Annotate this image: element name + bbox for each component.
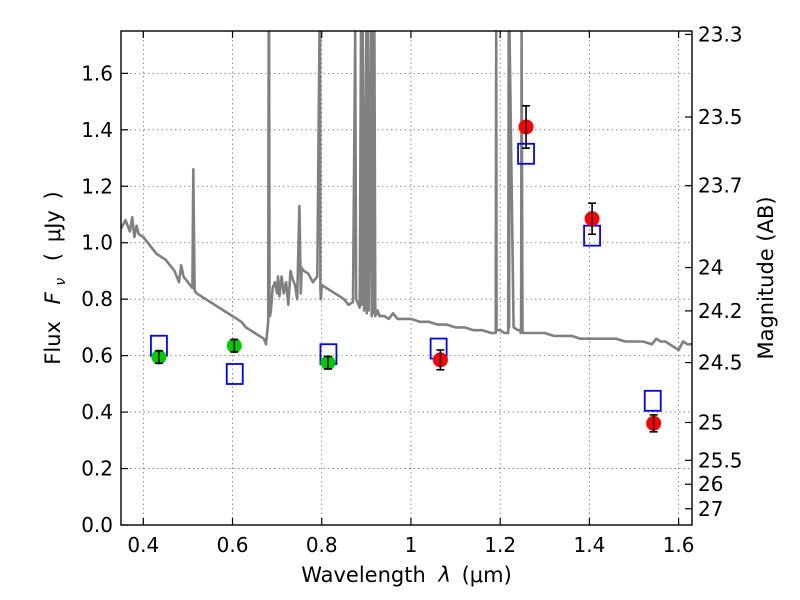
y-axis-label-symbol: F — [41, 291, 65, 304]
y2-tick-label: 23.7 — [698, 174, 743, 198]
x-axis-label-text: Wavelength — [301, 563, 426, 587]
y-tick-label: 0.2 — [81, 457, 113, 481]
y2-tick-label: 24.5 — [698, 351, 743, 375]
x-axis-label: Wavelength λ (μm) — [301, 563, 512, 587]
plot-area — [121, 31, 692, 352]
y-tick-label: 0.8 — [81, 287, 113, 311]
y-tick-label: 1.4 — [81, 118, 113, 142]
x-tick-label: 0.8 — [306, 533, 338, 557]
x-tick-label: 1.2 — [484, 533, 516, 557]
x-tick-label: 1.4 — [573, 533, 605, 557]
y2-tick-label: 27 — [698, 497, 723, 521]
grid-layer — [121, 31, 692, 526]
y-axis-label-text: Flux — [41, 321, 65, 365]
y-axis-label: Flux F ν ( μJy ) — [41, 191, 70, 364]
y2-tick-label: 24 — [698, 256, 723, 280]
y2-tick-label: 23.5 — [698, 105, 743, 129]
y2-tick-label: 25 — [698, 411, 723, 435]
y-axis-label-subscript: ν — [53, 278, 69, 286]
model-square — [225, 363, 244, 385]
y2-tick-label: 23.3 — [698, 22, 743, 46]
y-tick-label: 0.6 — [81, 344, 113, 368]
y-tick-label: 0.4 — [81, 400, 113, 424]
x-tick-label: 1 — [405, 533, 418, 557]
y-tick-label: 0.0 — [81, 513, 113, 537]
x-tick-label: 0.6 — [217, 533, 249, 557]
y-axis-label-open-paren: ( — [41, 253, 65, 261]
y-axis-label-unit: μJy — [41, 210, 65, 242]
x-axis-label-unit: (μm) — [462, 563, 512, 587]
x-tick-label: 1.6 — [663, 533, 695, 557]
spectrum-line — [121, 31, 692, 352]
y2-tick-label: 26 — [698, 472, 723, 496]
model-square — [643, 389, 662, 412]
y-tick-label: 1.6 — [81, 61, 113, 85]
data-layer — [150, 105, 662, 433]
y-axis-label-close-paren: ) — [41, 191, 65, 199]
axes: 0.4 0.6 0.8 1 1.2 1.4 1.6 0.0 0.2 0.4 0.6 0.8 1.0 1.2… — [81, 22, 742, 557]
y-tick-label: 1.2 — [81, 174, 113, 198]
y2-tick-label: 25.5 — [698, 448, 743, 472]
y2-axis-label: Magnitude (AB) — [754, 196, 778, 359]
plot-frame — [120, 30, 693, 526]
x-axis-label-symbol: λ — [437, 563, 450, 587]
y2-tick-label: 24.2 — [698, 299, 743, 323]
y-tick-label: 1.0 — [81, 231, 113, 255]
x-tick-label: 0.4 — [127, 533, 159, 557]
